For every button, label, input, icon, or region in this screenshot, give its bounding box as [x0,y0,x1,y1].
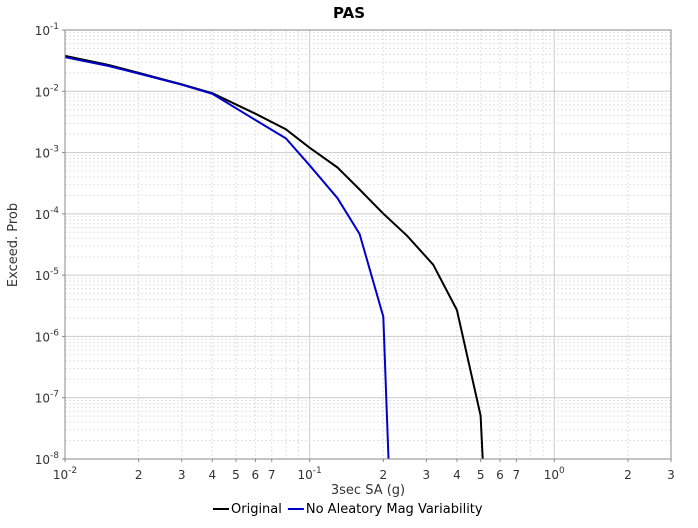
x-tick-label: 2 [379,468,387,482]
x-tick-label: 6 [496,468,504,482]
x-tick-label: 3 [667,468,675,482]
series-line-2 [64,56,390,460]
x-tick-label: 5 [477,468,485,482]
y-tick-label: 10-8 [35,451,60,467]
x-tick-label: 4 [208,468,216,482]
legend: Original No Aleatory Mag Variability [213,502,483,517]
y-tick-label: 10-2 [35,83,59,99]
y-tick-label: 10-1 [35,22,59,38]
y-tick-label: 10-5 [35,267,59,283]
x-tick-label: 2 [624,468,632,482]
x-axis-label: 3sec SA (g) [331,483,405,498]
x-tick-label: 10-1 [298,466,322,482]
y-tick-label: 10-7 [35,390,59,406]
x-tick-label: 7 [268,468,276,482]
series-line-1 [64,54,484,460]
x-tick-label: 4 [453,468,461,482]
grid [64,29,672,460]
legend-label-2: No Aleatory Mag Variability [306,502,483,517]
x-tick-label: 6 [252,468,260,482]
x-tick-label: 2 [135,468,143,482]
x-tick-label: 100 [544,466,565,482]
legend-label-1: Original [231,502,282,517]
x-tick-label: 5 [232,468,240,482]
x-axis-ticks: 10-2 2 3 4 5 6 7 10-1 2 3 4 5 6 7 100 2 3 [53,459,675,482]
x-tick-label: 3 [423,468,431,482]
series-layer [64,54,484,460]
x-tick-label: 3 [178,468,186,482]
y-axis-label: Exceed. Prob [6,203,21,287]
x-tick-label: 10-2 [53,466,77,482]
chart-title: PAS [333,4,365,22]
y-tick-label: 10-6 [35,328,60,344]
plot-frame [64,29,672,460]
x-tick-label: 7 [513,468,521,482]
y-tick-label: 10-4 [35,206,60,222]
y-axis-ticks: 10-1 10-2 10-3 10-4 10-5 10-6 10-7 10-8 [35,22,65,467]
y-tick-label: 10-3 [35,145,59,161]
